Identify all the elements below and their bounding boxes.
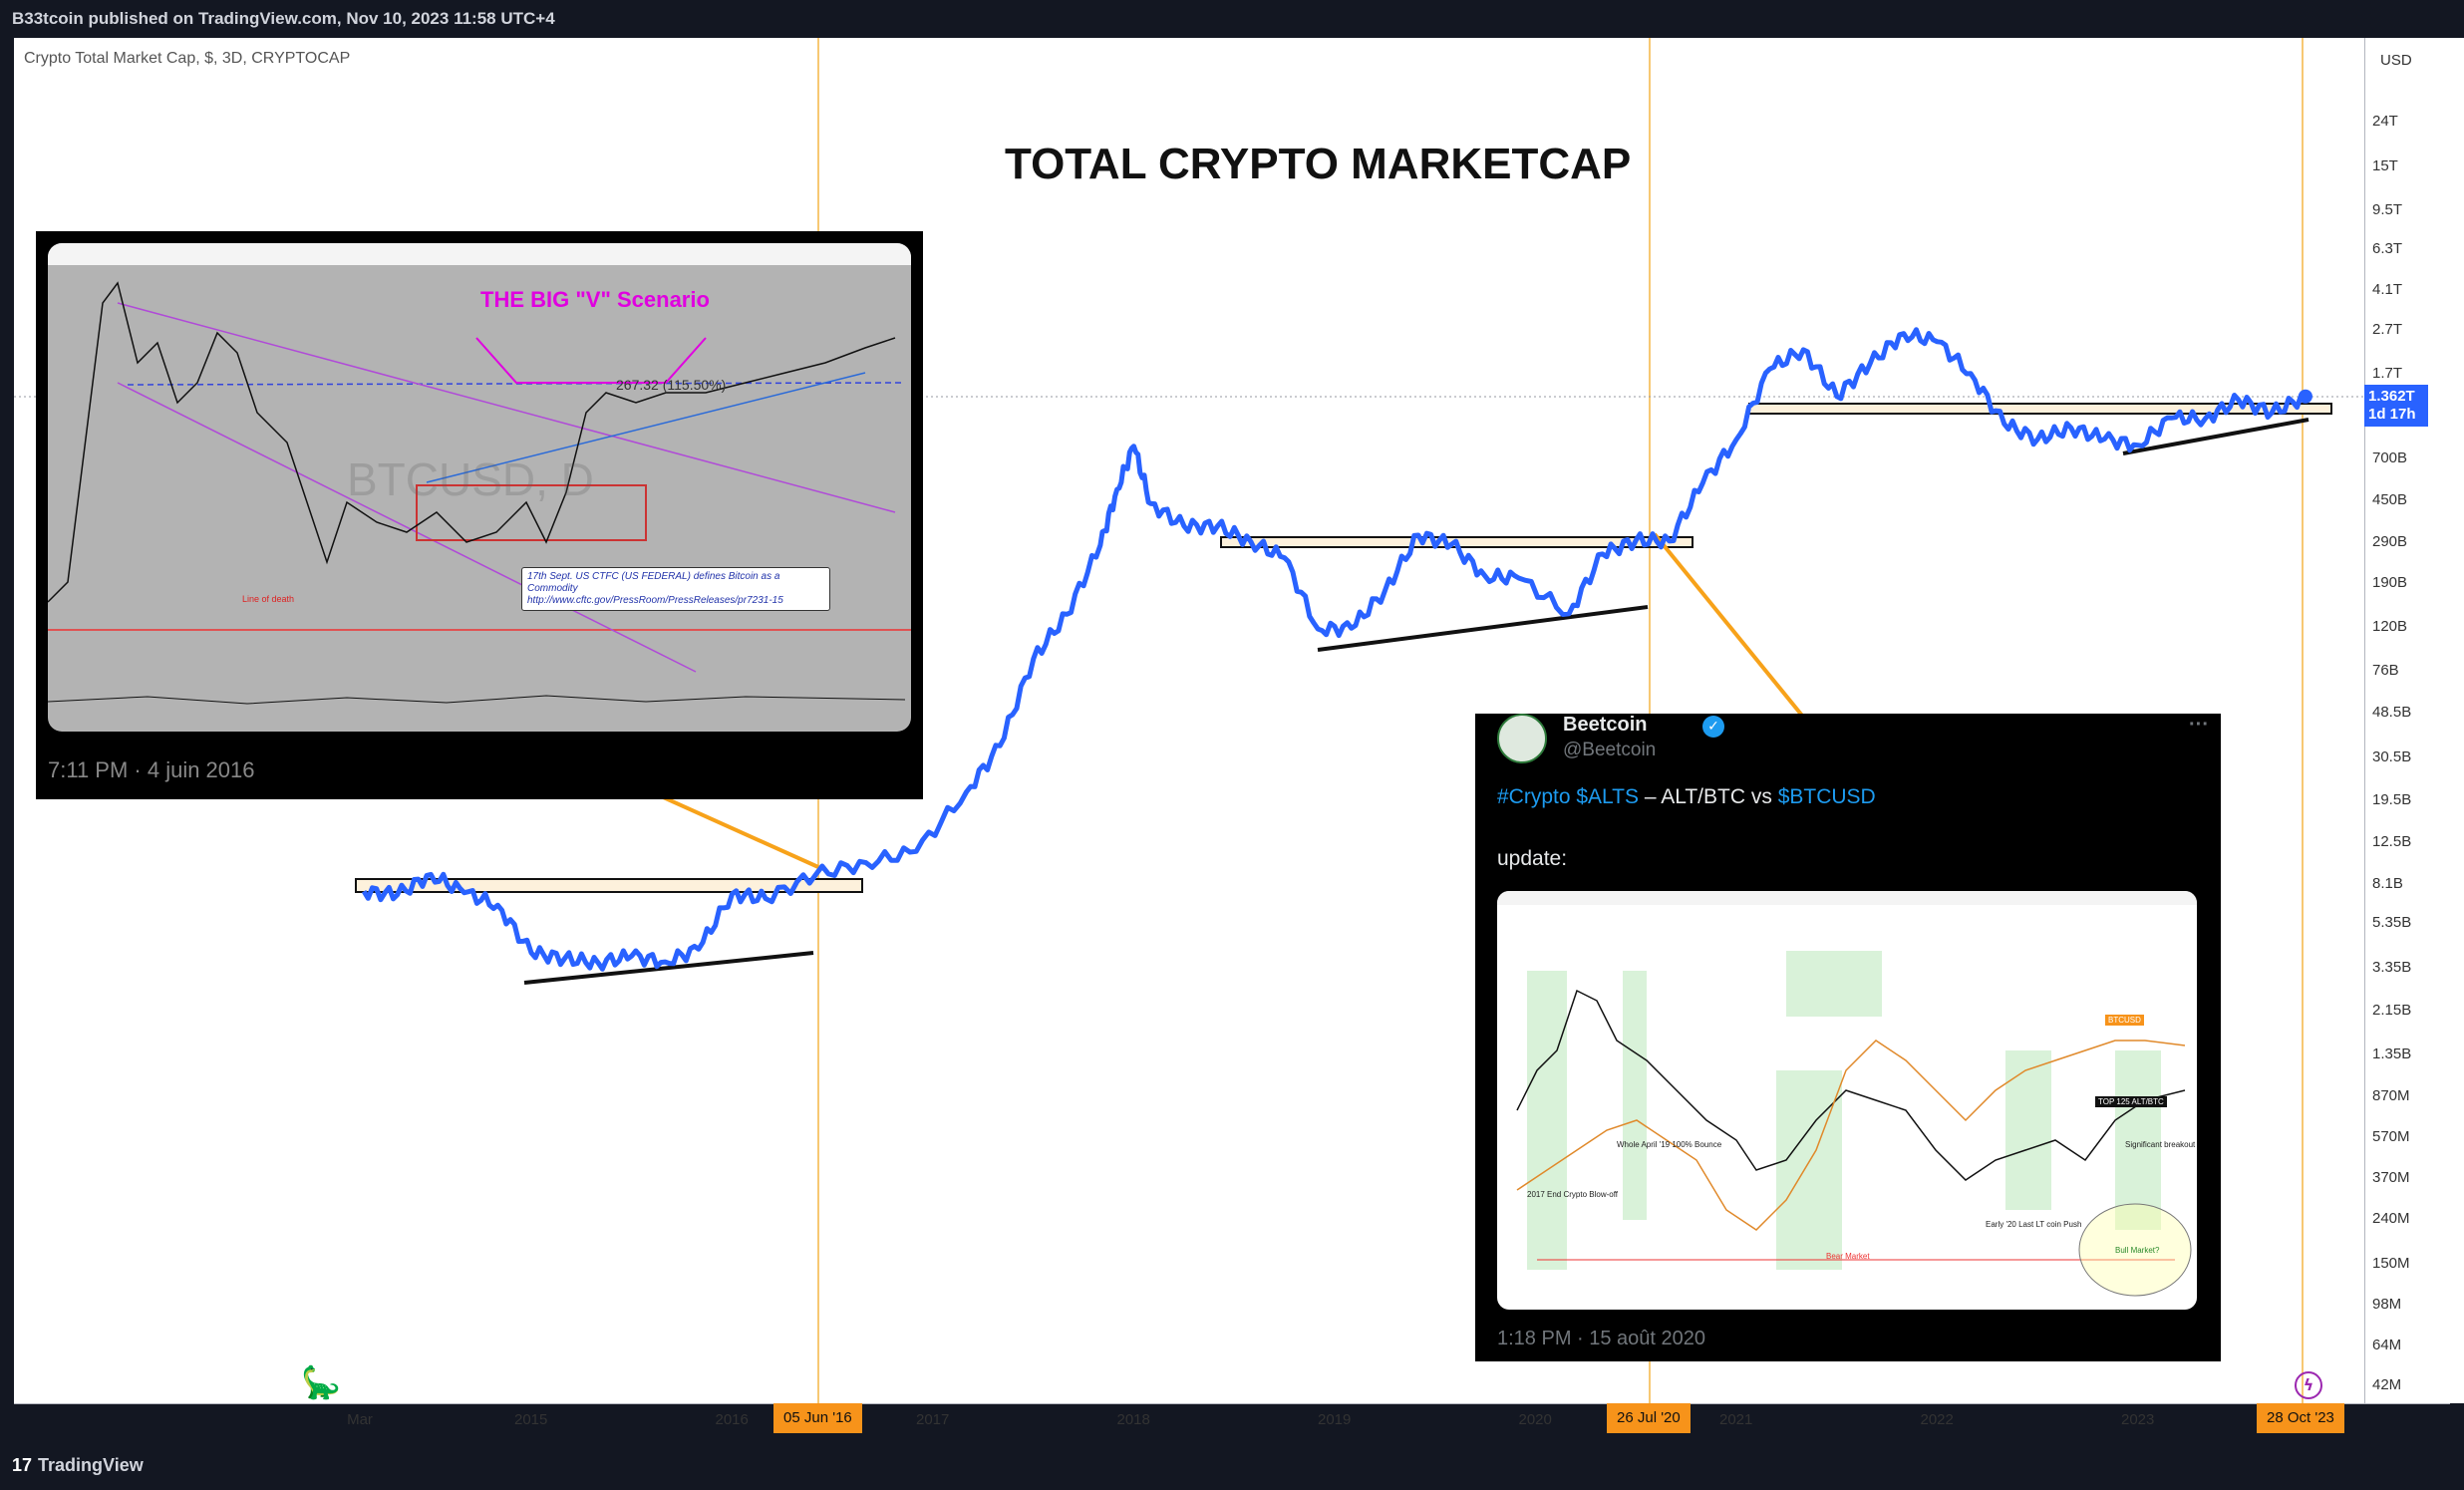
gain-label: 267.32 (115.50%)	[616, 377, 727, 393]
date-badge-2020: 26 Jul '20	[1607, 1403, 1691, 1433]
x-tick-label: 2019	[1318, 1411, 1352, 1428]
y-tick-label: 570M	[2372, 1127, 2410, 1145]
tweet-mid-text: – ALT/BTC vs	[1639, 785, 1778, 808]
dinosaur-icon: 🦕	[301, 1363, 341, 1401]
more-options-icon[interactable]: ···	[2189, 714, 2209, 736]
cashtag-btcusd[interactable]: $BTCUSD	[1777, 785, 1876, 808]
y-tick-label: 120B	[2372, 617, 2408, 635]
y-tick-label: 1.7T	[2372, 365, 2403, 383]
price-axis[interactable]	[2364, 38, 2450, 1403]
y-tick-label: 6.3T	[2372, 239, 2403, 257]
last-price-badge: 1.362T 1d 17h	[2364, 385, 2428, 427]
bar-countdown: 1d 17h	[2368, 406, 2416, 423]
date-badge-2023: 28 Oct '23	[2257, 1403, 2344, 1433]
y-tick-label: 150M	[2372, 1255, 2410, 1273]
verified-icon: ✓	[1702, 716, 1724, 738]
x-tick-label: 2021	[1719, 1411, 1753, 1428]
trendline-2023	[2122, 418, 2310, 455]
cashtag-alts[interactable]: $ALTS	[1576, 785, 1640, 808]
x-tick-label: 2016	[715, 1411, 749, 1428]
y-tick-label: 64M	[2372, 1336, 2402, 1353]
big-v-scenario-label: THE BIG "V" Scenario	[480, 287, 710, 312]
btcusd-watermark: BTCUSD, D	[347, 453, 594, 505]
x-tick-label: 2015	[514, 1411, 548, 1428]
date-badge-2016: 05 Jun '16	[773, 1403, 862, 1433]
y-tick-label: 24T	[2372, 113, 2398, 130]
y-tick-label: 2.7T	[2372, 320, 2403, 338]
x-tick-label: 2020	[1518, 1411, 1552, 1428]
tweet-update-text: update:	[1497, 847, 1568, 870]
avatar[interactable]	[1497, 714, 1547, 763]
y-tick-label: 450B	[2372, 491, 2408, 509]
x-tick-label: 2017	[916, 1411, 950, 1428]
line-of-death-label: Line of death	[242, 594, 295, 604]
trendline-2019	[1317, 605, 1649, 652]
tweet-author-name[interactable]: Beetcoin	[1563, 714, 1648, 736]
alt-btc-mini-chart	[1497, 891, 2197, 1297]
y-tick-label: 290B	[2372, 533, 2408, 551]
y-tick-label: 2.15B	[2372, 1001, 2412, 1019]
note-early-20: Early '20 Last LT coin Push	[1986, 1220, 2082, 1229]
chart-title: TOTAL CRYPTO MARKETCAP	[1005, 140, 1632, 188]
lightning-icon[interactable]: ϟ	[2295, 1371, 2322, 1399]
y-tick-label: 5.35B	[2372, 914, 2412, 932]
x-tick-label: 2022	[1920, 1411, 1954, 1428]
y-tick-label: 98M	[2372, 1295, 2402, 1313]
y-tick-label: 30.5B	[2372, 747, 2412, 765]
publish-header: B33tcoin published on TradingView.com, N…	[0, 0, 2464, 38]
alt-btc-badge: TOP 125 ALT/BTC	[2095, 1096, 2167, 1107]
y-tick-label: 76B	[2372, 661, 2399, 679]
y-tick-label: 870M	[2372, 1087, 2410, 1105]
trendline-2015	[523, 951, 814, 985]
y-tick-label: 240M	[2372, 1210, 2410, 1228]
cftc-note-url: http://www.cftc.gov/PressRoom/PressRelea…	[527, 595, 783, 606]
x-tick-label: 2018	[1116, 1411, 1150, 1428]
y-tick-label: 9.5T	[2372, 200, 2403, 218]
note-bear-market: Bear Market	[1826, 1252, 1870, 1261]
y-tick-label: 700B	[2372, 449, 2408, 467]
y-tick-label: 4.1T	[2372, 281, 2403, 299]
inset-left-timestamp: 7:11 PM · 4 juin 2016	[48, 757, 255, 782]
tweet-chart-image[interactable]: BTCUSD TOP 125 ALT/BTC 2017 End Crypto B…	[1497, 891, 2197, 1310]
tradingview-logo[interactable]: 17 TradingView	[12, 1455, 144, 1476]
y-tick-label: 3.35B	[2372, 959, 2412, 977]
btcusd-chart-image: THE BIG "V" Scenario BTCUSD, D 267.32 (1…	[48, 243, 911, 732]
last-price-dot	[2298, 389, 2312, 404]
y-tick-label: 1.35B	[2372, 1045, 2412, 1063]
footer-bar	[0, 1435, 2464, 1490]
cftc-note: 17th Sept. US CTFC (US FEDERAL) defines …	[521, 567, 830, 611]
hashtag-crypto[interactable]: #Crypto	[1497, 785, 1571, 808]
btcusd-mini-chart	[48, 243, 911, 705]
y-tick-label: 370M	[2372, 1168, 2410, 1186]
tweet-text: #Crypto $ALTS – ALT/BTC vs $BTCUSD	[1497, 785, 1876, 809]
tweet-author-handle[interactable]: @Beetcoin	[1563, 740, 1657, 760]
time-axis-border	[14, 1403, 2450, 1404]
tweet-timestamp: 1:18 PM · 15 août 2020	[1497, 1328, 1706, 1349]
note-bull-market: Bull Market?	[2115, 1246, 2160, 1255]
y-tick-label: 48.5B	[2372, 704, 2412, 722]
currency-label[interactable]: USD	[2380, 52, 2412, 69]
price-series-line	[361, 327, 2307, 972]
y-tick-label: 8.1B	[2372, 874, 2403, 892]
cftc-note-text: 17th Sept. US CTFC (US FEDERAL) defines …	[527, 571, 780, 594]
y-tick-label: 42M	[2372, 1376, 2402, 1393]
note-blowoff: 2017 End Crypto Blow-off	[1527, 1190, 1619, 1199]
right-margin	[2450, 38, 2464, 1403]
publish-info: B33tcoin published on TradingView.com, N…	[12, 9, 555, 28]
tv-logo-mark: 17	[12, 1455, 33, 1475]
y-tick-label: 15T	[2372, 156, 2398, 174]
note-breakout: Significant breakout	[2125, 1140, 2196, 1149]
y-tick-label: 12.5B	[2372, 833, 2412, 851]
y-tick-label: 19.5B	[2372, 790, 2412, 808]
x-tick-label: 2023	[2121, 1411, 2155, 1428]
embedded-tweet-2020: Beetcoin ✓ @Beetcoin ··· #Crypto $ALTS –…	[1475, 714, 2221, 1361]
embedded-tweet-2016: THE BIG "V" Scenario BTCUSD, D 267.32 (1…	[36, 231, 923, 799]
symbol-label[interactable]: Crypto Total Market Cap, $, 3D, CRYPTOCA…	[24, 50, 351, 67]
btcusd-badge: BTCUSD	[2105, 1015, 2144, 1026]
last-price-value: 1.362T	[2368, 388, 2415, 405]
note-april-bounce: Whole April '19 100% Bounce	[1617, 1140, 1722, 1149]
x-tick-label: Mar	[347, 1411, 373, 1428]
tv-logo-text: TradingView	[38, 1455, 144, 1475]
y-tick-label: 190B	[2372, 573, 2408, 591]
